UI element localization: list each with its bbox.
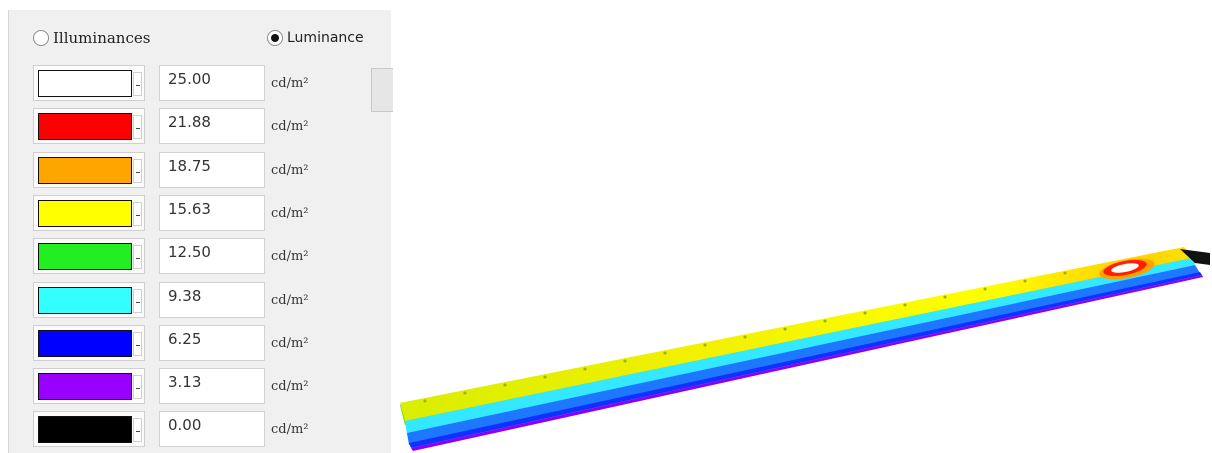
- road-band-cyan: [405, 258, 1195, 435]
- color-picker-button[interactable]: [33, 151, 145, 188]
- hotspot-white: [1111, 263, 1139, 273]
- color-picker-button[interactable]: [33, 368, 145, 405]
- unit-label: cd/m²: [271, 205, 309, 221]
- chevron-down-icon[interactable]: [133, 158, 142, 183]
- color-picker-button[interactable]: [33, 108, 145, 145]
- color-picker-button[interactable]: [33, 324, 145, 361]
- color-picker-button[interactable]: [33, 194, 145, 231]
- illuminances-radio[interactable]: [33, 30, 49, 46]
- chevron-down-icon[interactable]: [133, 115, 142, 140]
- color-swatch: [38, 373, 132, 401]
- color-swatch: [38, 416, 132, 444]
- side-button[interactable]: [371, 68, 393, 112]
- chevron-down-icon[interactable]: [133, 288, 142, 313]
- color-swatch: [38, 156, 132, 184]
- illuminances-option[interactable]: Illuminances: [33, 27, 150, 49]
- road-luminance-visualization: [400, 247, 1210, 451]
- luminance-radio[interactable]: [267, 30, 283, 46]
- color-swatch: [38, 70, 132, 97]
- color-picker-button[interactable]: [33, 411, 145, 448]
- unit-label: cd/m²: [271, 292, 309, 308]
- chevron-down-icon[interactable]: [133, 418, 142, 443]
- unit-label: cd/m²: [271, 335, 309, 351]
- chevron-down-icon[interactable]: [133, 375, 142, 400]
- color-picker-button[interactable]: [33, 281, 145, 318]
- road-band-blue: [407, 265, 1200, 445]
- unit-label: cd/m²: [271, 379, 309, 395]
- color-swatch: [38, 286, 132, 314]
- color-swatch: [38, 199, 132, 227]
- chevron-down-icon[interactable]: [133, 72, 142, 96]
- value-field[interactable]: 15.63: [159, 194, 265, 231]
- chevron-down-icon[interactable]: [133, 331, 142, 356]
- value-field[interactable]: 21.88: [159, 108, 265, 145]
- value-field[interactable]: 6.25: [159, 324, 265, 361]
- unit-label: cd/m²: [271, 249, 309, 265]
- value-field[interactable]: 9.38: [159, 281, 265, 318]
- legend-panel: Illuminances Luminance 25.00 cd/m² 21.88 cd…: [8, 10, 393, 453]
- luminance-label: Luminance: [287, 30, 364, 46]
- chevron-down-icon[interactable]: [133, 245, 142, 270]
- color-picker-button[interactable]: [33, 65, 145, 101]
- chevron-down-icon[interactable]: [133, 201, 142, 226]
- value-field[interactable]: 18.75: [159, 151, 265, 188]
- unit-label: cd/m²: [271, 422, 309, 438]
- unit-label: cd/m²: [271, 162, 309, 178]
- unit-label: cd/m²: [271, 76, 309, 91]
- surface-dots: [423, 271, 1067, 403]
- road-band-deepblue: [409, 272, 1202, 448]
- color-swatch: [38, 113, 132, 141]
- color-swatch: [38, 329, 132, 357]
- value-field[interactable]: 12.50: [159, 238, 265, 275]
- color-picker-button[interactable]: [33, 238, 145, 275]
- road-surface-yellow: [400, 247, 1192, 421]
- radio-selected-dot: [271, 34, 279, 42]
- value-field[interactable]: 25.00: [159, 65, 265, 101]
- value-field[interactable]: 3.13: [159, 368, 265, 405]
- road-edge-purple: [411, 275, 1203, 451]
- color-swatch: [38, 243, 132, 271]
- luminance-option[interactable]: Luminance: [267, 27, 364, 49]
- value-field[interactable]: 0.00: [159, 411, 265, 448]
- road-end-block: [1180, 249, 1210, 265]
- unit-label: cd/m²: [271, 119, 309, 135]
- illuminances-label: Illuminances: [53, 29, 151, 47]
